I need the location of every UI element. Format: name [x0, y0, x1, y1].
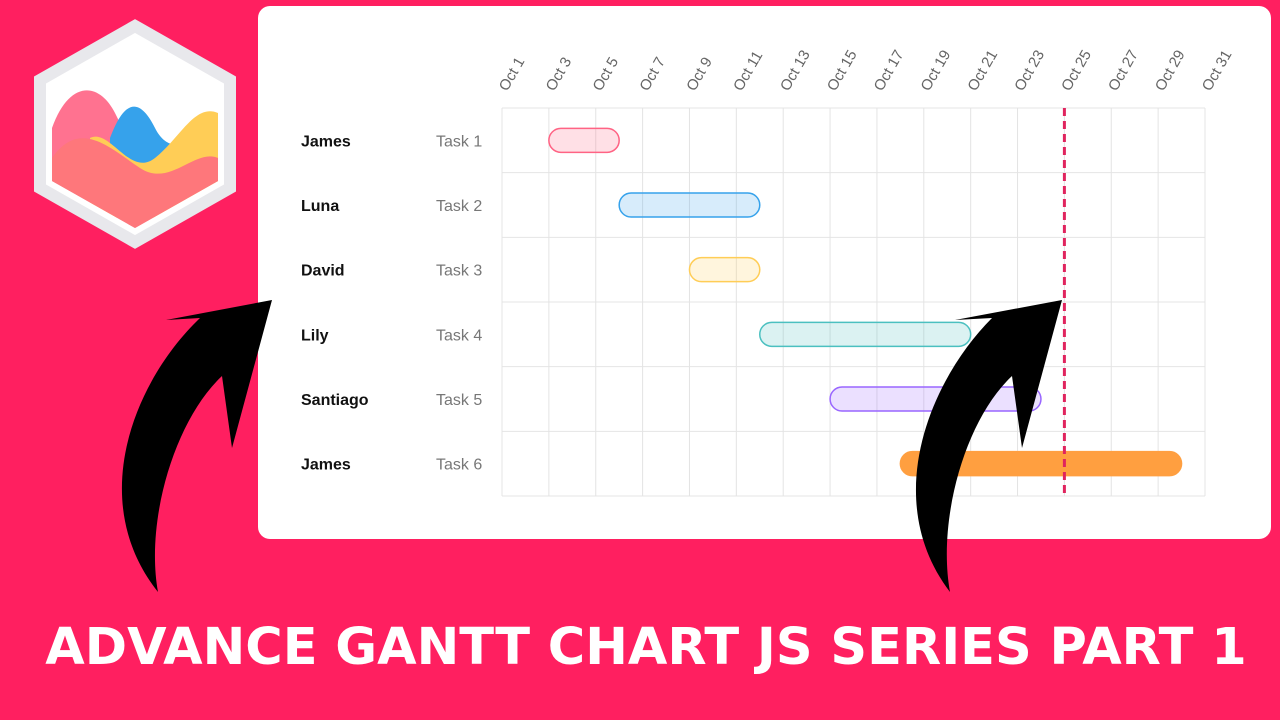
x-tick-label: Oct 27 [1105, 47, 1142, 94]
gantt-bar [899, 450, 1183, 477]
row-name-label: Lily [301, 327, 329, 344]
gantt-bar [829, 386, 1042, 412]
row-name-label: David [301, 263, 345, 280]
row-task-label: Task 4 [436, 327, 482, 344]
row-task-label: Task 2 [436, 198, 482, 215]
chartjs-logo [34, 19, 236, 249]
row-task-label: Task 5 [436, 392, 482, 409]
gantt-chart: Oct 1 Oct 3 Oct 5 Oct 7 Oct 9 Oct 11 Oct 13 Oct… [301, 47, 1236, 497]
row-task-label: Task 6 [436, 457, 482, 474]
x-tick-label: Oct 23 [1011, 47, 1048, 94]
x-tick-label: Oct 3 [543, 54, 576, 94]
x-tick-label: Oct 21 [964, 47, 1001, 94]
x-tick-label: Oct 5 [589, 54, 622, 94]
gantt-bar [759, 321, 972, 348]
x-tick-label: Oct 1 [496, 54, 529, 94]
x-tick-label: Oct 17 [871, 47, 908, 94]
row-name-label: Santiago [301, 392, 369, 409]
curved-arrow-icon [121, 300, 272, 592]
row-name-label: James [301, 457, 351, 474]
x-tick-label: Oct 19 [918, 47, 955, 94]
gantt-bar [618, 192, 761, 218]
gantt-bar [548, 127, 620, 154]
row-name-label: Luna [301, 198, 339, 215]
x-tick-label: Oct 11 [730, 48, 766, 94]
x-tick-label: Oct 29 [1152, 47, 1189, 94]
x-tick-label: Oct 9 [683, 54, 716, 94]
row-task-label: Task 3 [436, 263, 482, 280]
row-name-label: James [301, 133, 351, 150]
headline-title: ADVANCE GANTT CHART JS SERIES PART 1 [45, 618, 1247, 677]
x-tick-label: Oct 31 [1199, 47, 1236, 94]
x-tick-label: Oct 15 [824, 47, 861, 94]
x-tick-label: Oct 7 [636, 54, 669, 94]
gantt-bar [688, 256, 761, 283]
chart-card: Oct 1 Oct 3 Oct 5 Oct 7 Oct 9 Oct 11 Oct 13 Oct… [258, 6, 1271, 539]
x-tick-label: Oct 13 [777, 47, 814, 94]
row-task-label: Task 1 [436, 133, 482, 150]
x-tick-label: Oct 25 [1058, 47, 1095, 94]
